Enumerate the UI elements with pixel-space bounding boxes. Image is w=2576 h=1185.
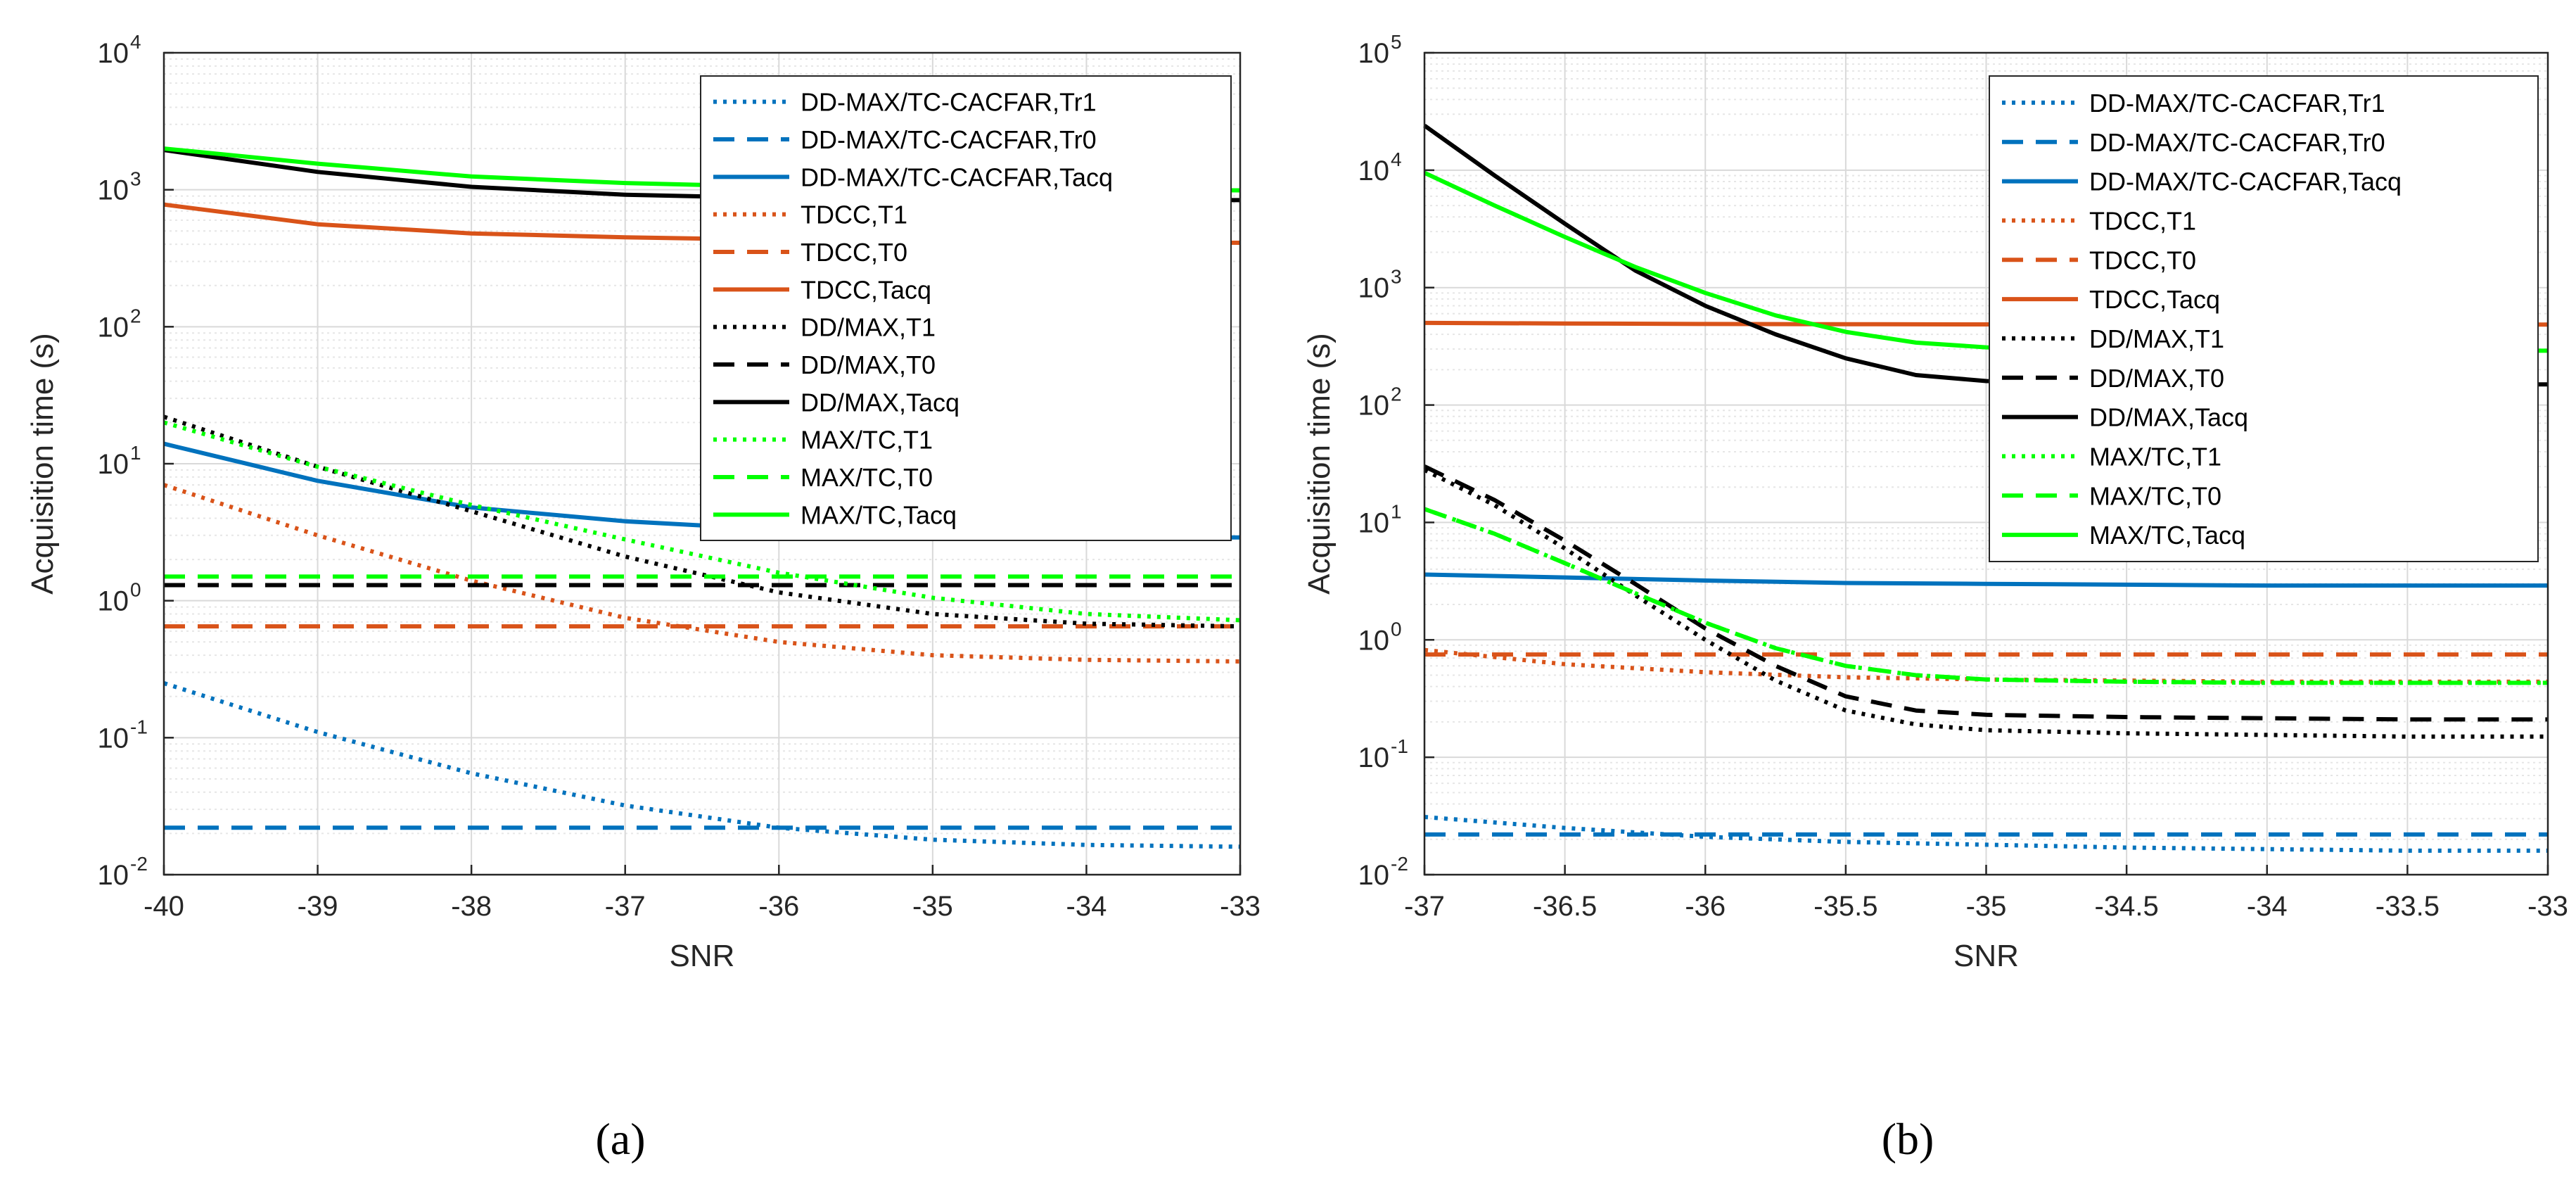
panel-label: (b) [1882,1114,1934,1164]
y-tick-label: 10 [1358,38,1390,69]
series-line-0 [163,681,1241,849]
y-tick-exponent: 3 [130,168,141,190]
y-tick-label: 10 [98,723,129,754]
x-tick-label: -36 [1685,891,1726,922]
x-tick-label: -38 [451,891,492,922]
panel-label: (a) [595,1114,645,1164]
y-tick-label: 10 [98,449,129,480]
legend-entry-label: TDCC,T0 [2089,246,2196,274]
series-line-9 [163,420,1241,623]
y-tick-exponent: 5 [1391,31,1402,53]
y-axis-label: Acquisition time (s) [1302,333,1337,595]
x-tick-label: -34 [2247,891,2288,922]
y-tick-exponent: 2 [130,305,141,327]
y-tick-exponent: -1 [1391,735,1408,757]
legend-entry-label: DD-MAX/TC-CACFAR,Tacq [2089,167,2402,196]
legend-entry-label: DD-MAX/TC-CACFAR,Tr1 [801,88,1097,117]
x-tick-label: -36.5 [1533,891,1597,922]
y-tick-label: 10 [1358,273,1390,304]
series-line-2 [1424,572,2548,588]
x-tick-label: -34 [1066,891,1107,922]
legend-entry-label: DD-MAX/TC-CACFAR,Tr0 [2089,128,2385,157]
y-tick-exponent: 4 [1391,148,1402,170]
x-tick-label: -33 [1220,891,1261,922]
y-tick-exponent: 0 [130,579,141,601]
y-tick-exponent: -1 [130,716,148,737]
series-line-3 [163,483,1241,664]
x-tick-label: -33.5 [2376,891,2440,922]
y-tick-label: 10 [98,586,129,617]
legend-entry-label: TDCC,T1 [801,201,907,229]
legend-entry-label: TDCC,T1 [2089,206,2196,235]
legend-entry-label: MAX/TC,Tacq [2089,521,2245,550]
y-tick-label: 10 [1358,860,1390,891]
x-tick-label: -35 [1966,891,2007,922]
series-line-10 [1424,507,2548,685]
legend-box [1989,75,2539,562]
legend-entry-label: TDCC,T0 [801,238,907,267]
legend-entry-label: MAX/TC,T0 [2089,481,2221,510]
legend-entry-label: TDCC,Tacq [2089,285,2220,314]
legend-entry-label: DD-MAX/TC-CACFAR,Tacq [801,163,1113,191]
series-line-7 [1423,464,2548,722]
y-tick-exponent: 1 [1391,500,1402,522]
y-tick-label: 10 [98,312,129,343]
x-axis-label: SNR [1953,939,2019,973]
y-tick-exponent: 4 [130,31,141,53]
legend-entry-label: MAX/TC,T0 [801,463,933,492]
y-tick-exponent: 1 [130,442,141,464]
legend-entry-label: DD/MAX,Tacq [801,388,959,417]
x-tick-label: -33 [2527,891,2568,922]
series-line-0 [1424,815,2548,853]
x-axis-label: SNR [670,939,735,973]
legend-entry-label: DD/MAX,T0 [2089,364,2224,393]
y-tick-label: 10 [98,175,129,206]
x-tick-label: -40 [144,891,184,922]
x-tick-label: -39 [298,891,338,922]
legend: DD-MAX/TC-CACFAR,Tr1 DD-MAX/TC-CACFAR,Tr0… [700,75,1232,541]
y-tick-exponent: 3 [1391,266,1402,288]
y-tick-label: 10 [1358,507,1390,538]
series-line-6 [1423,468,2548,739]
y-tick-exponent: -2 [1391,853,1408,875]
y-tick-exponent: 2 [1391,384,1402,405]
y-tick-exponent: -2 [130,853,148,875]
x-tick-label: -37 [605,891,646,922]
legend-entry-label: DD-MAX/TC-CACFAR,Tr0 [801,125,1097,154]
y-tick-label: 10 [98,38,129,69]
y-tick-label: 10 [98,860,129,891]
x-tick-label: -35.5 [1813,891,1877,922]
legend-entry-label: MAX/TC,T1 [801,426,933,455]
y-tick-exponent: 0 [1391,618,1402,640]
legend-entry-label: DD/MAX,T1 [801,313,936,342]
y-tick-label: 10 [1358,742,1390,773]
x-tick-label: -35 [912,891,953,922]
legend-entry-label: TDCC,Tacq [801,275,931,304]
x-tick-label: -37 [1404,891,1445,922]
series-line-6 [163,414,1241,629]
y-axis-label: Acquisition time (s) [25,333,60,595]
y-tick-label: 10 [1358,391,1390,422]
x-tick-label: -34.5 [2095,891,2159,922]
legend-entry-label: DD/MAX,T1 [2089,324,2224,353]
y-tick-label: 10 [1358,156,1390,186]
legend-entry-label: DD-MAX/TC-CACFAR,Tr1 [2089,89,2385,118]
y-tick-label: 10 [1358,625,1390,656]
x-tick-label: -36 [758,891,799,922]
legend-entry-label: DD/MAX,T0 [801,350,936,379]
legend: DD-MAX/TC-CACFAR,Tr1 DD-MAX/TC-CACFAR,Tr0… [1989,75,2539,562]
legend-entry-label: MAX/TC,Tacq [801,500,957,529]
legend-box [700,75,1232,541]
legend-entry-label: MAX/TC,T1 [2089,442,2221,471]
legend-entry-label: DD/MAX,Tacq [2089,403,2248,432]
